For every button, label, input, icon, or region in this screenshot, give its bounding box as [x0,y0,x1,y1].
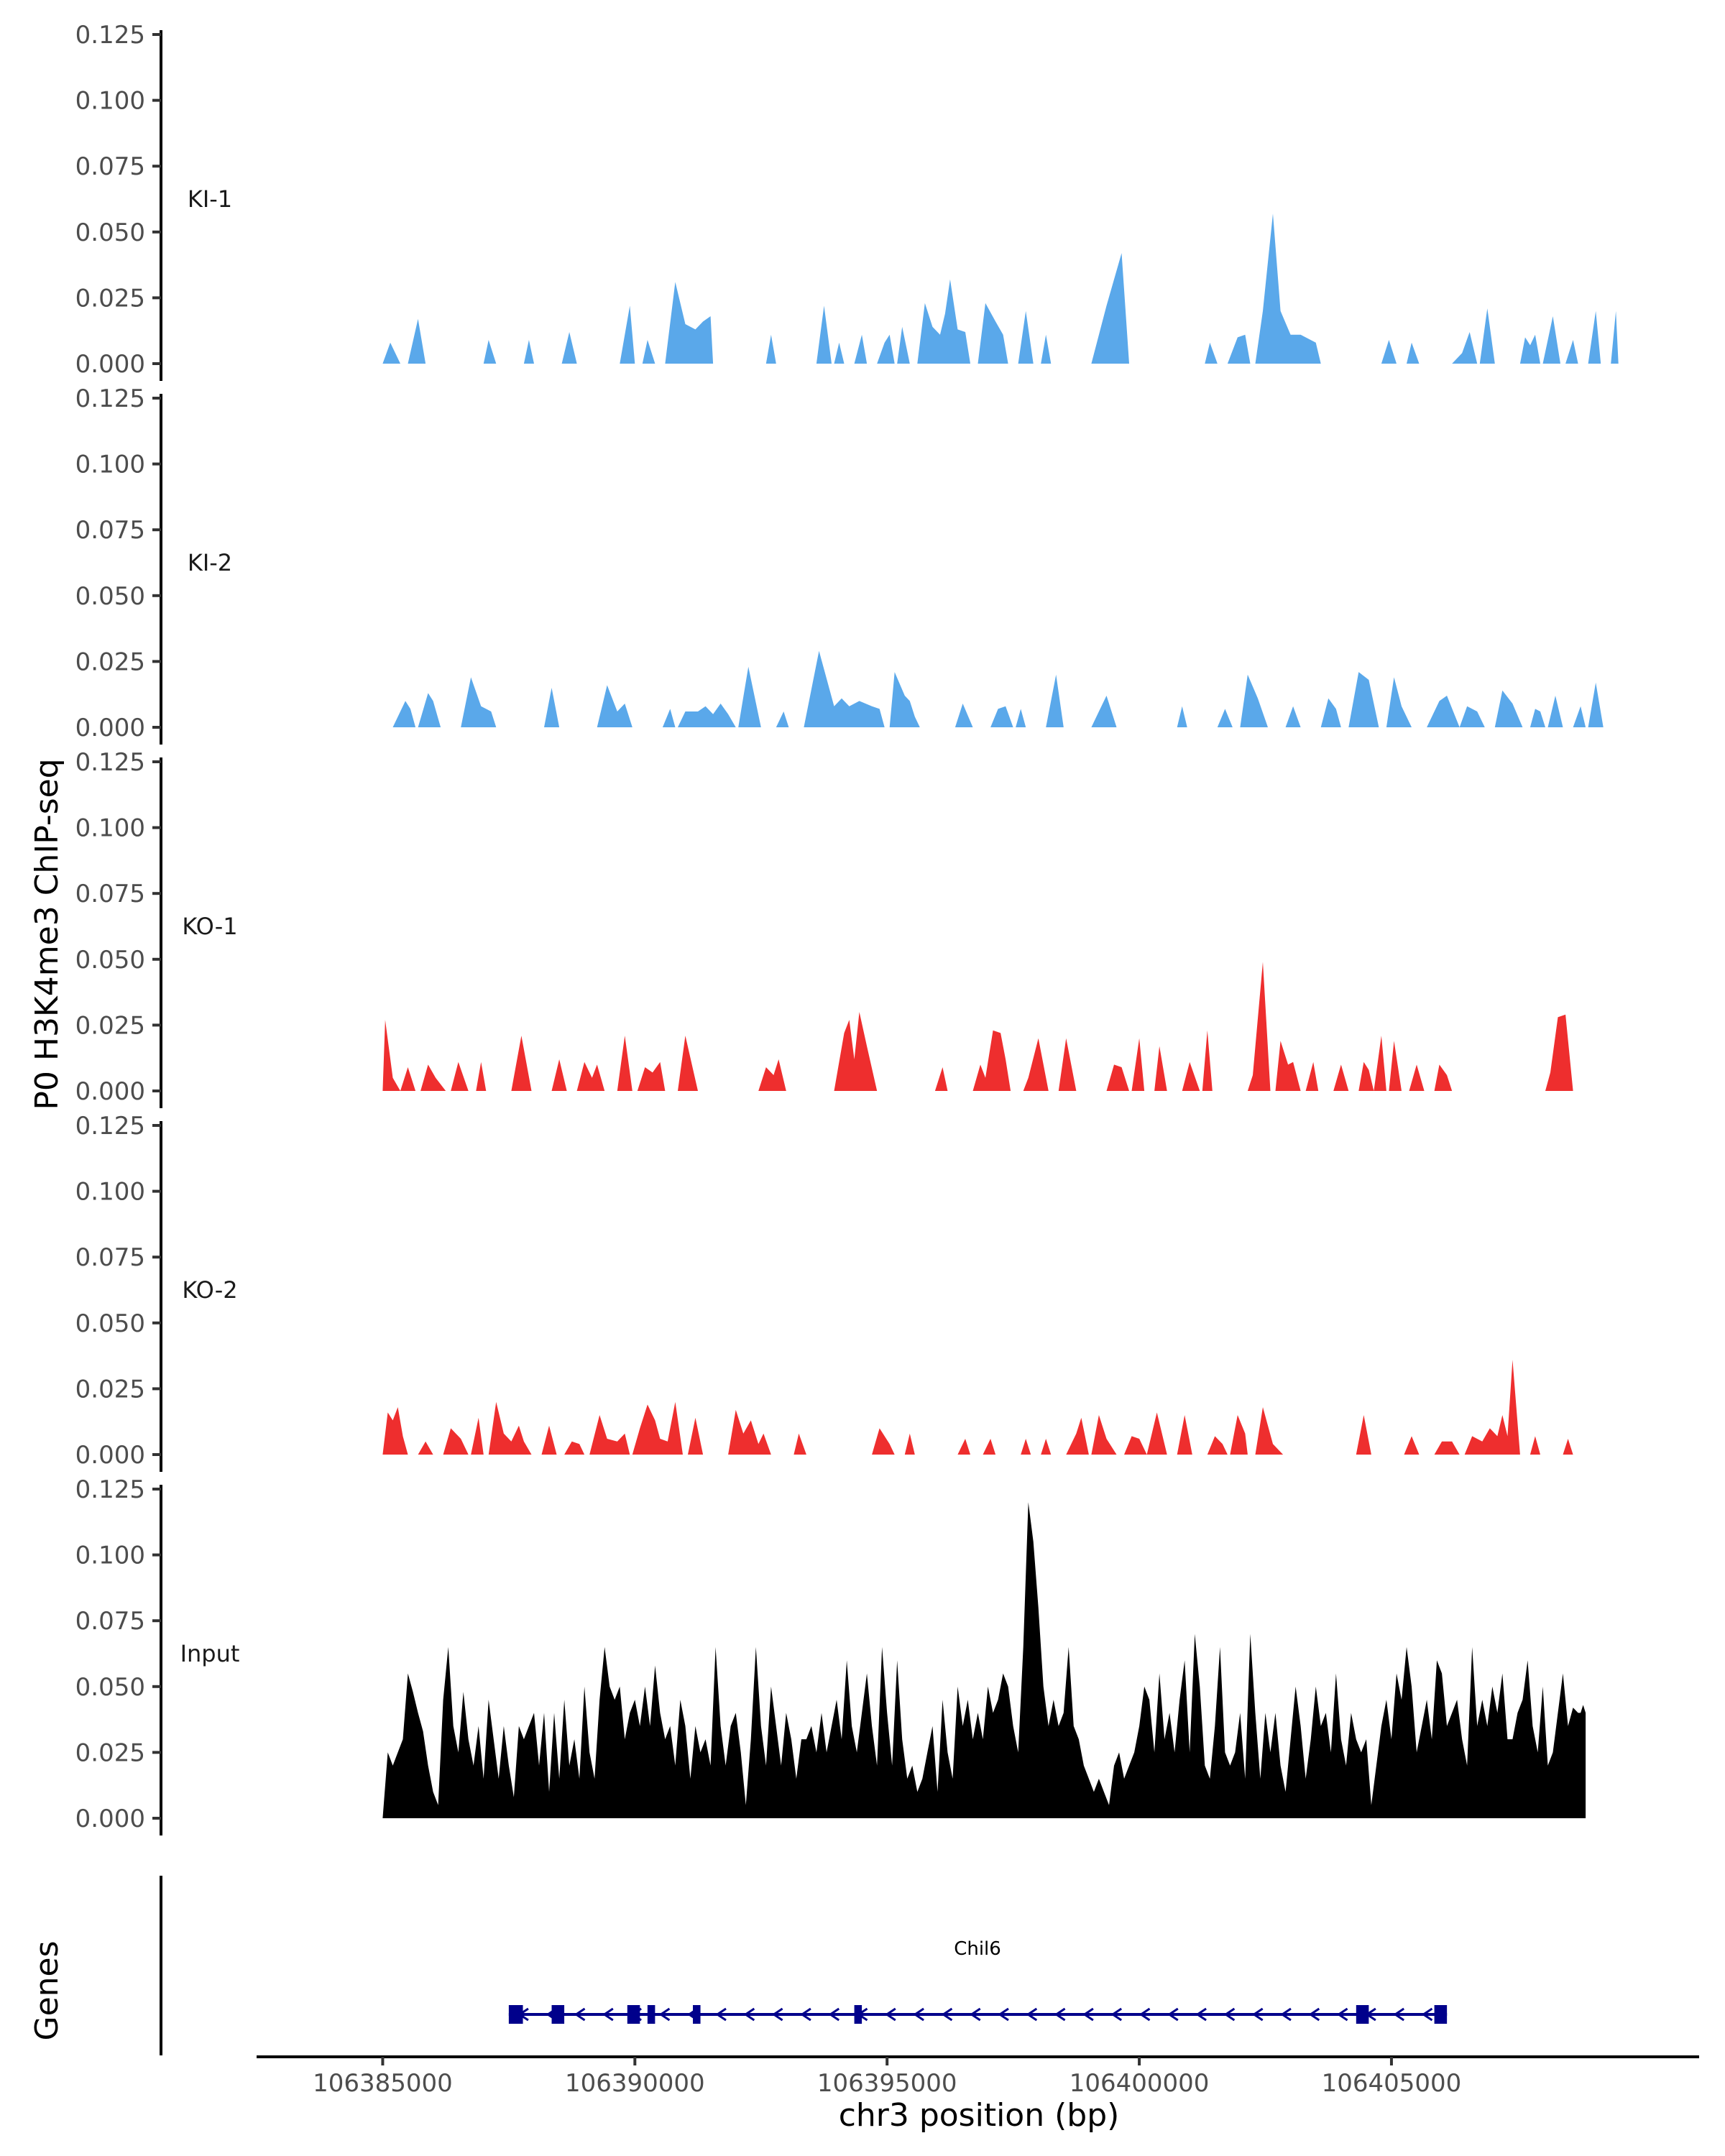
strand-arrow [1280,2007,1292,2022]
track-ki-1: 0.000 0.025 0.050 0.075 0.100 0.125 KI-1 [75,21,1619,381]
x-tick-label: 106400000 [1070,2069,1210,2098]
track-label: KI-1 [188,185,232,213]
y-tick-label: 0.100 [75,451,145,479]
y-tick-label: 0.100 [75,814,145,843]
strand-arrow [1336,2007,1348,2022]
y-tick-label: 0.000 [75,1077,145,1106]
gene-exon [693,2005,701,2024]
y-tick-label: 0.000 [75,1441,145,1470]
y-tick-label: 0.125 [75,748,145,777]
y-tick-label: 0.050 [75,218,145,247]
gene-exon [647,2005,656,2024]
track-ko-2: 0.000 0.025 0.050 0.075 0.100 0.125 KO-2 [75,1112,1573,1472]
gene-exon [508,2005,523,2024]
gene-name-label: Chil6 [954,1938,1001,1960]
gene-exon [1356,2005,1369,2024]
track-label: KI-2 [188,549,232,576]
y-tick-label: 0.025 [75,648,145,676]
strand-arrow [1026,2007,1038,2022]
strand-arrow [1251,2007,1264,2022]
track-input: 0.000 0.025 0.050 0.075 0.100 0.125 Input [75,1475,1586,1835]
coverage-area-input [382,1502,1586,1818]
strand-arrow [1054,2007,1066,2022]
strand-arrow [1082,2007,1094,2022]
strand-arrow [574,2007,586,2022]
strand-arrow [602,2007,614,2022]
y-tick-label: 0.125 [75,384,145,413]
strand-arrow [1167,2007,1179,2022]
strand-arrow [715,2007,727,2022]
gene-exon [627,2005,640,2024]
y-tick-label: 0.050 [75,946,145,975]
y-tick-label: 0.075 [75,516,145,545]
strand-arrow [658,2007,671,2022]
y-tick-label: 0.125 [75,1112,145,1141]
coverage-tracks: 0.0000.0250.0500.0750.1000.125KI-10.0000… [75,21,1619,1835]
track-ki-2: 0.000 0.025 0.050 0.075 0.100 0.125 KI-2 [75,384,1604,745]
y-tick-label: 0.050 [75,1309,145,1338]
x-tick-label: 106385000 [313,2069,453,2098]
y-tick-label: 0.075 [75,152,145,181]
y-tick-label: 0.025 [75,284,145,313]
track-label: KO-1 [182,913,237,940]
y-tick-label: 0.100 [75,1178,145,1207]
strand-arrow [1393,2007,1405,2022]
strand-arrow [1308,2007,1320,2022]
strand-arrow [1421,2007,1433,2022]
strand-arrow [1110,2007,1123,2022]
x-axis: 106385000 106390000 106395000 106400000 1064… [257,2055,1699,2098]
track-ko-1: 0.000 0.025 0.050 0.075 0.100 0.125 KO-1 [75,748,1573,1108]
y-tick-label: 0.000 [75,1805,145,1833]
coverage-area-ki-2 [392,650,1604,727]
y-tick-label: 0.125 [75,21,145,50]
track-label: Input [180,1640,240,1667]
y-tick-label: 0.125 [75,1475,145,1504]
coverage-area-ki-1 [382,213,1619,364]
coverage-area-ko-2 [382,1360,1573,1455]
y-tick-label: 0.025 [75,1011,145,1040]
strand-arrow [800,2007,811,2022]
strand-arrow [941,2007,953,2022]
strand-arrow [969,2007,981,2022]
strand-arrow [885,2007,896,2022]
strand-arrow [828,2007,840,2022]
gene-track-title: Genes [29,1940,65,2040]
strand-arrow [1138,2007,1151,2022]
gene-exon [854,2005,862,2024]
y-tick-label: 0.075 [75,1607,145,1636]
strand-arrow [1195,2007,1207,2022]
gene-track [160,1876,1448,2055]
x-tick-label: 106395000 [817,2069,957,2098]
strand-arrow [913,2007,924,2022]
strand-arrow [1223,2007,1236,2022]
y-tick-label: 0.050 [75,1673,145,1702]
y-tick-label: 0.075 [75,1243,145,1272]
gene-exon [1434,2005,1448,2024]
strand-arrow [743,2007,755,2022]
y-tick-label: 0.025 [75,1375,145,1404]
y-axis-title: P0 H3K4me3 ChIP-seq [29,758,65,1110]
x-axis-title: chr3 position (bp) [839,2097,1120,2134]
y-tick-label: 0.100 [75,87,145,116]
strand-arrow [771,2007,783,2022]
x-tick-label: 106390000 [565,2069,705,2098]
gene-exon [551,2005,565,2024]
y-tick-label: 0.050 [75,582,145,611]
y-tick-label: 0.100 [75,1542,145,1570]
x-tick-label: 106405000 [1322,2069,1462,2098]
y-tick-label: 0.000 [75,350,145,379]
strand-arrow [998,2007,1009,2022]
y-tick-label: 0.075 [75,880,145,908]
track-label: KO-2 [182,1276,237,1304]
y-tick-label: 0.025 [75,1738,145,1767]
y-tick-label: 0.000 [75,714,145,742]
